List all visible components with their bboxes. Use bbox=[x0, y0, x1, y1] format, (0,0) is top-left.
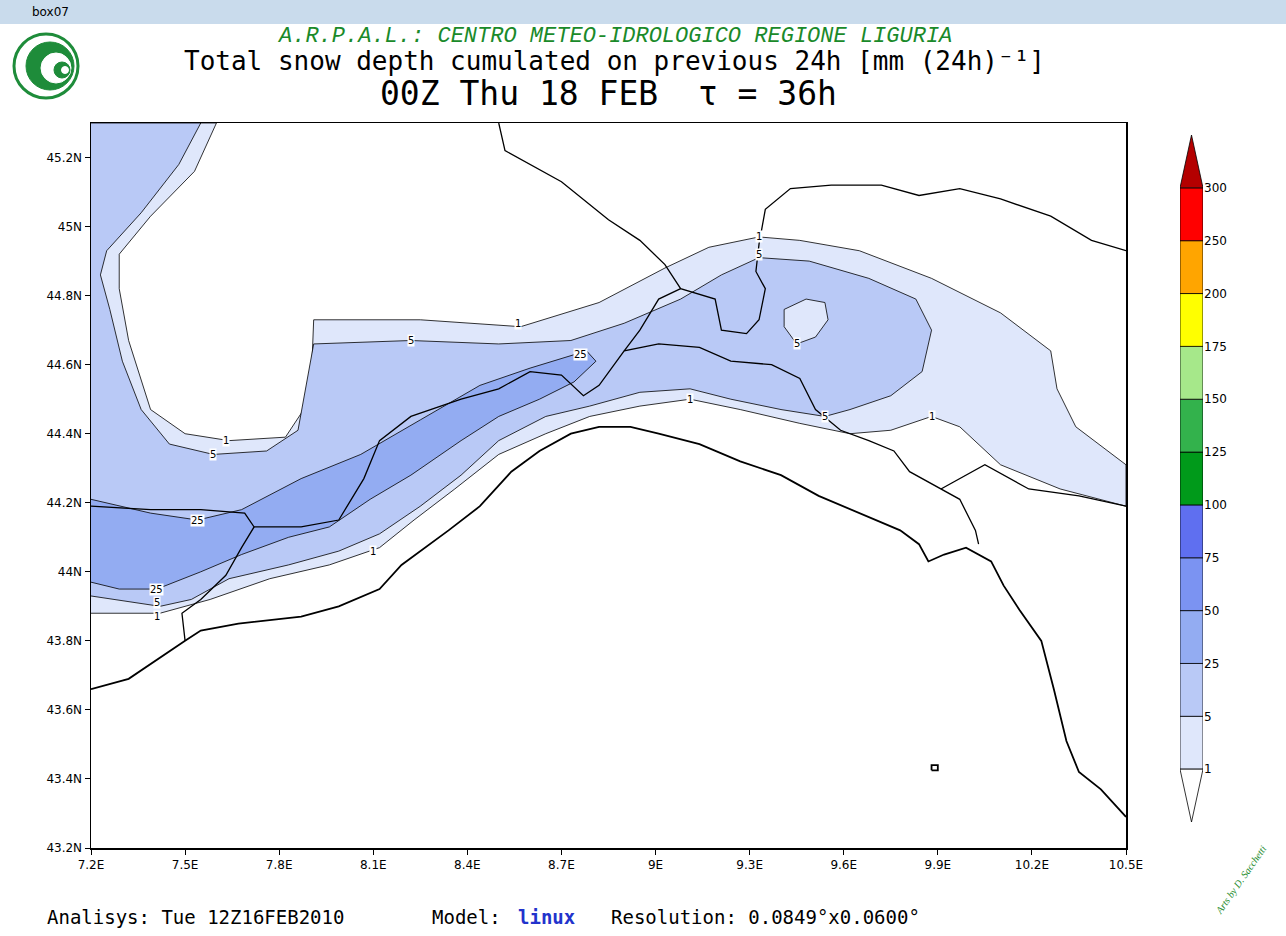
svg-text:125: 125 bbox=[1204, 445, 1227, 459]
svg-text:250: 250 bbox=[1204, 234, 1227, 248]
svg-text:00Z Thu 18 FEB τ = 36h: 00Z Thu 18 FEB τ = 36h bbox=[380, 74, 837, 113]
svg-text:44N: 44N bbox=[58, 565, 82, 579]
svg-text:44.6N: 44.6N bbox=[46, 358, 82, 372]
svg-text:5: 5 bbox=[1204, 710, 1212, 724]
svg-text:5: 5 bbox=[154, 597, 160, 608]
svg-text:45N: 45N bbox=[58, 220, 82, 234]
svg-text:5: 5 bbox=[756, 249, 762, 260]
svg-text:7.5E: 7.5E bbox=[172, 858, 199, 872]
svg-text:10.5E: 10.5E bbox=[1109, 858, 1143, 872]
svg-text:43.4N: 43.4N bbox=[46, 772, 82, 786]
svg-text:44.8N: 44.8N bbox=[46, 289, 82, 303]
svg-text:200: 200 bbox=[1204, 287, 1227, 301]
svg-text:100: 100 bbox=[1204, 498, 1227, 512]
svg-text:Resolution: 0.0849°x0.0600°: Resolution: 0.0849°x0.0600° bbox=[611, 906, 920, 928]
svg-text:44.4N: 44.4N bbox=[46, 427, 82, 441]
svg-text:1: 1 bbox=[154, 611, 160, 622]
svg-text:43.2N: 43.2N bbox=[46, 841, 82, 855]
svg-text:1: 1 bbox=[515, 318, 521, 329]
svg-text:linux: linux bbox=[518, 906, 575, 928]
svg-text:150: 150 bbox=[1204, 392, 1227, 406]
svg-text:8.1E: 8.1E bbox=[360, 858, 387, 872]
svg-text:300: 300 bbox=[1204, 181, 1227, 195]
svg-text:A.R.P.A.L.: CENTRO METEO-IDROL: A.R.P.A.L.: CENTRO METEO-IDROLOGICO REGI… bbox=[277, 24, 952, 49]
svg-text:10.2E: 10.2E bbox=[1015, 858, 1049, 872]
svg-text:44.2N: 44.2N bbox=[46, 496, 82, 510]
svg-text:9.9E: 9.9E bbox=[924, 858, 951, 872]
svg-text:8.7E: 8.7E bbox=[548, 858, 575, 872]
svg-text:75: 75 bbox=[1204, 551, 1219, 565]
svg-text:Analisys: Tue 12Z16FEB2010: Analisys: Tue 12Z16FEB2010 bbox=[47, 906, 344, 928]
svg-text:box07: box07 bbox=[32, 5, 69, 19]
svg-text:Total snow depth cumulated on: Total snow depth cumulated on previous 2… bbox=[184, 46, 1045, 76]
svg-text:Model:: Model: bbox=[432, 906, 501, 928]
svg-text:43.8N: 43.8N bbox=[46, 634, 82, 648]
svg-text:1: 1 bbox=[1204, 762, 1212, 776]
svg-text:1: 1 bbox=[929, 411, 935, 422]
svg-text:50: 50 bbox=[1204, 604, 1219, 618]
svg-text:8.4E: 8.4E bbox=[454, 858, 481, 872]
svg-text:1: 1 bbox=[687, 394, 693, 405]
svg-text:1: 1 bbox=[223, 435, 229, 446]
svg-text:9E: 9E bbox=[648, 858, 663, 872]
svg-text:5: 5 bbox=[822, 411, 828, 422]
svg-text:175: 175 bbox=[1204, 340, 1227, 354]
svg-text:25: 25 bbox=[191, 515, 204, 526]
svg-text:5: 5 bbox=[408, 335, 414, 346]
svg-text:1: 1 bbox=[756, 231, 762, 242]
svg-text:1: 1 bbox=[370, 546, 376, 557]
svg-text:5: 5 bbox=[794, 338, 800, 349]
svg-text:9.3E: 9.3E bbox=[736, 858, 763, 872]
svg-text:Arts by D. Sacchetti: Arts by D. Sacchetti bbox=[1213, 843, 1269, 916]
svg-text:25: 25 bbox=[1204, 657, 1219, 671]
svg-text:25: 25 bbox=[150, 584, 163, 595]
svg-text:7.2E: 7.2E bbox=[78, 858, 105, 872]
svg-text:9.6E: 9.6E bbox=[830, 858, 857, 872]
svg-text:25: 25 bbox=[574, 349, 587, 360]
svg-text:45.2N: 45.2N bbox=[46, 151, 82, 165]
svg-text:7.8E: 7.8E bbox=[266, 858, 293, 872]
svg-text:5: 5 bbox=[210, 449, 216, 460]
svg-text:43.6N: 43.6N bbox=[46, 703, 82, 717]
